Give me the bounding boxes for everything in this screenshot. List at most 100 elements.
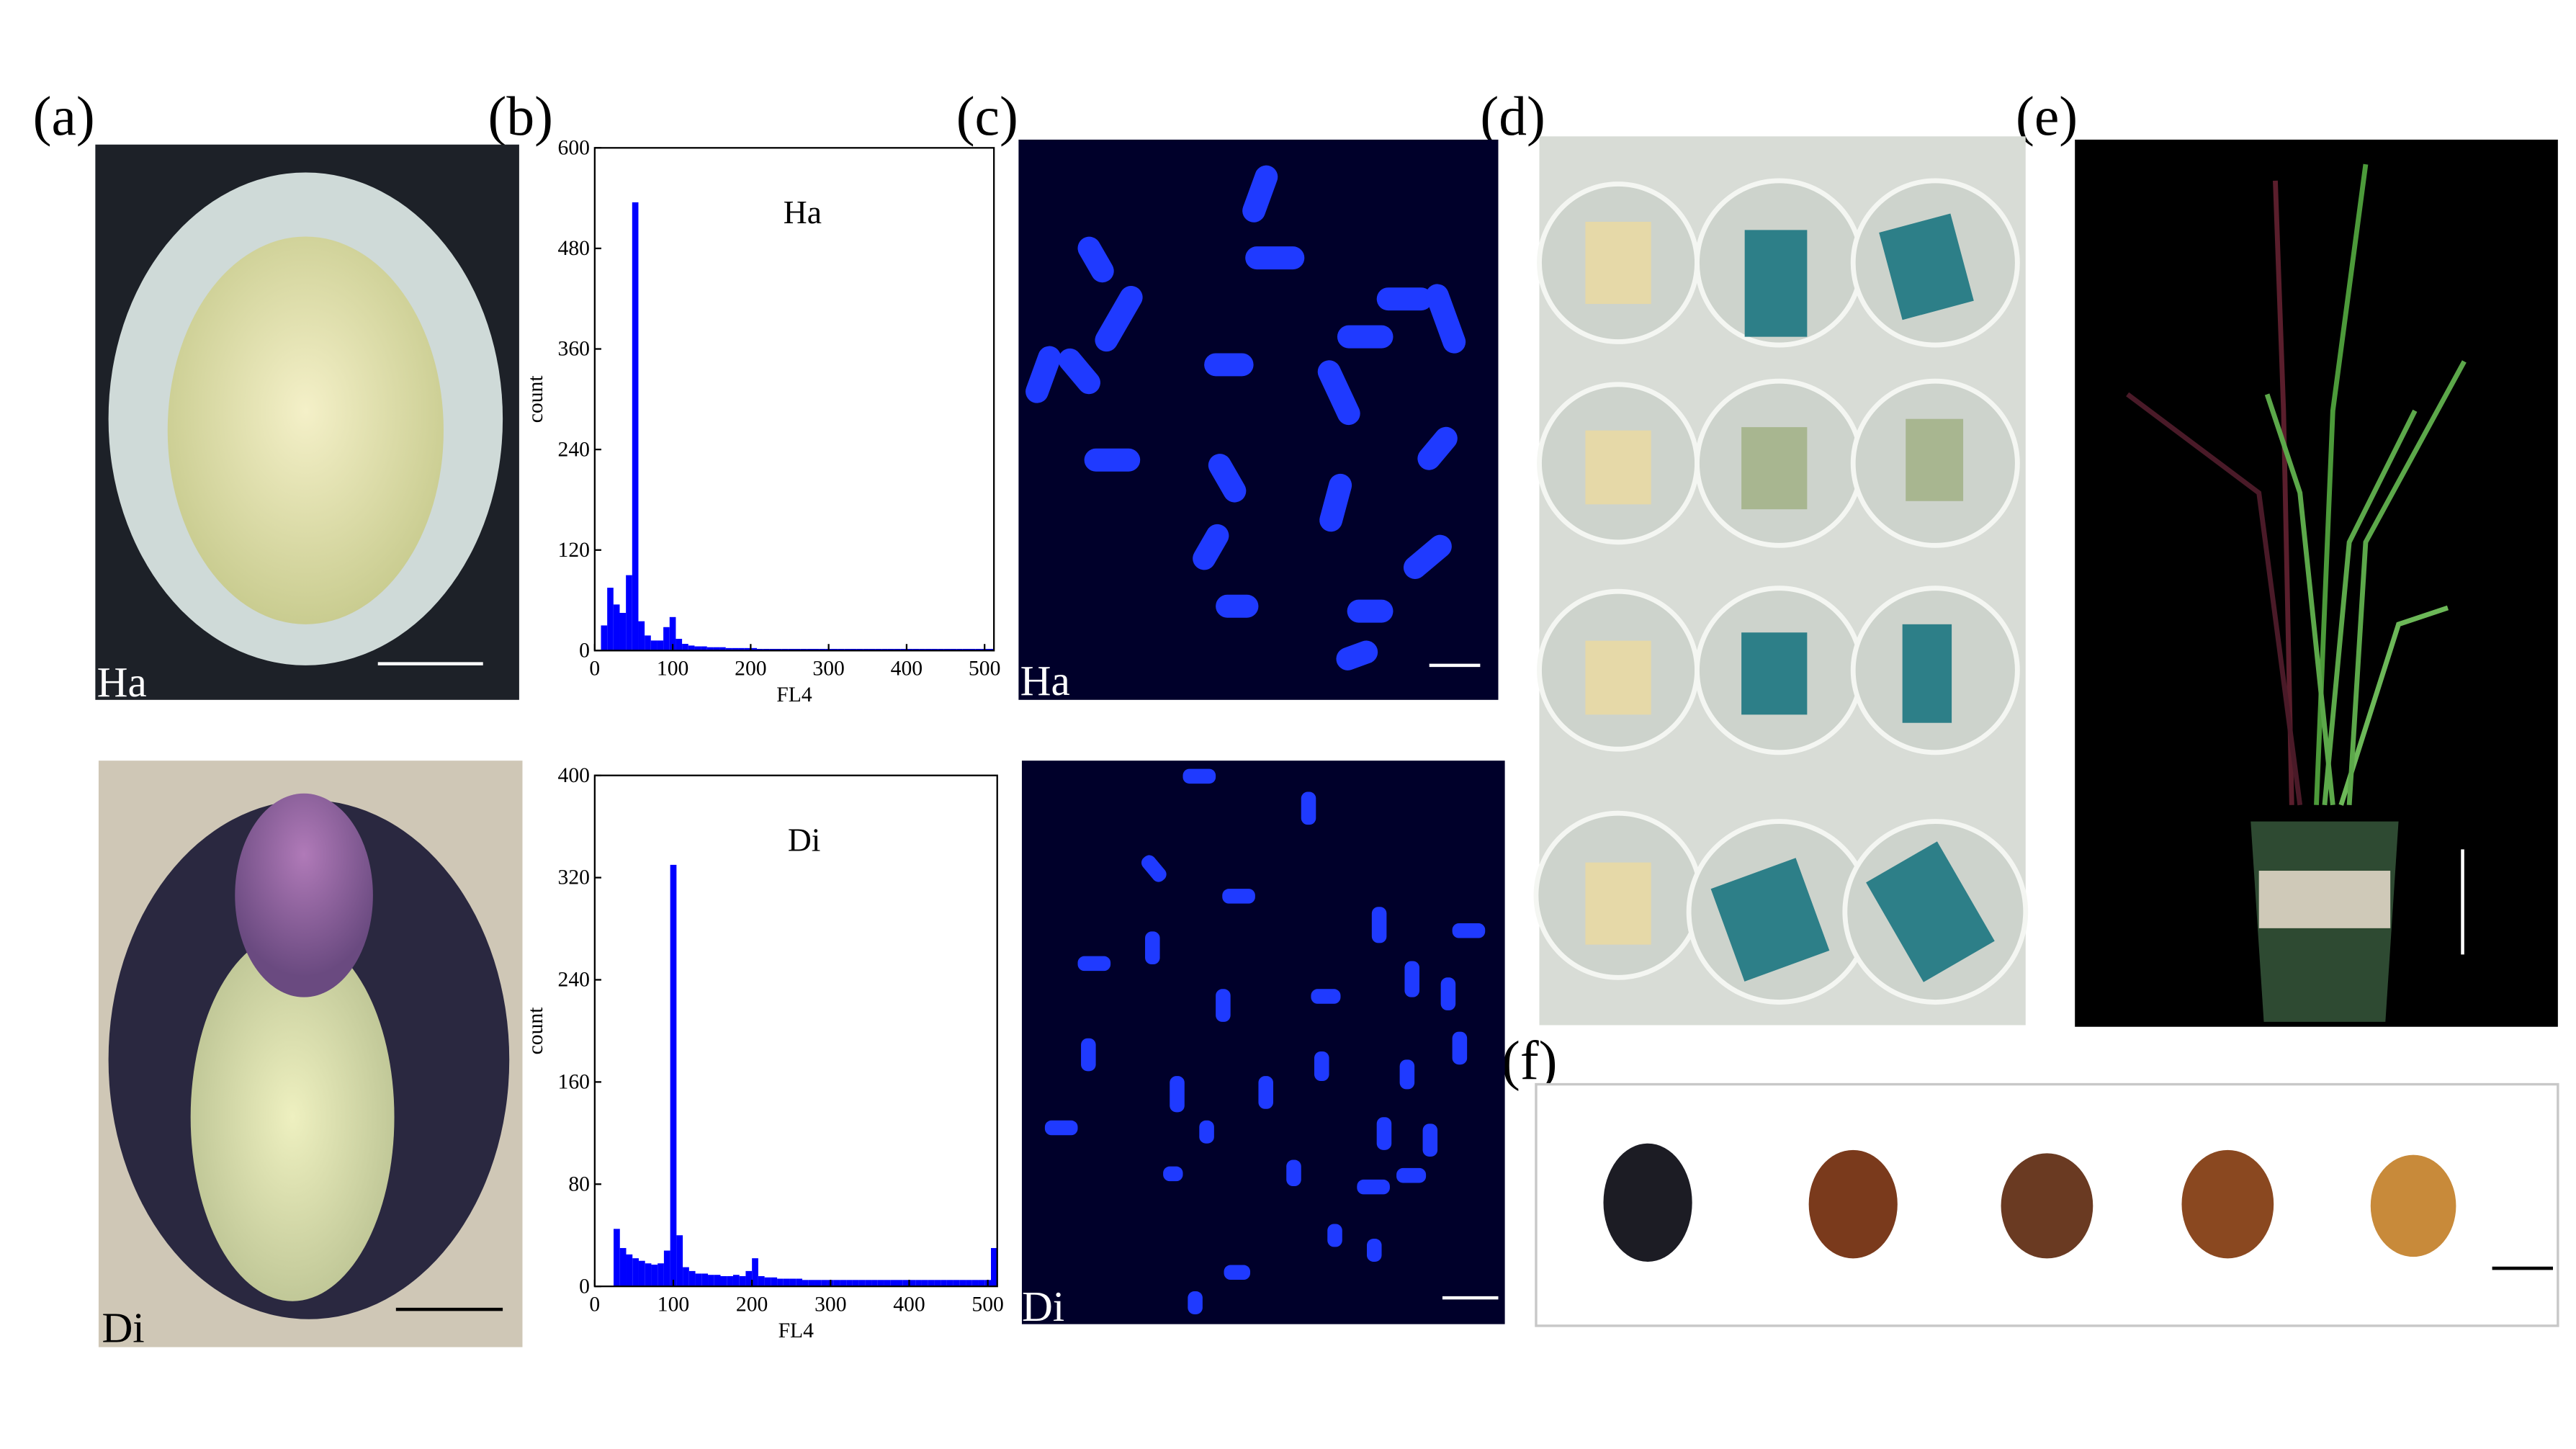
chromosome	[1301, 791, 1316, 825]
stem	[2314, 163, 2369, 805]
bar	[619, 612, 627, 651]
x-tick-label: 300	[812, 658, 844, 681]
leaf-piece	[1879, 213, 1974, 320]
leaf-piece	[1585, 862, 1651, 945]
x-tick-label: 400	[893, 1293, 925, 1316]
y-tick-label: 240	[558, 438, 590, 461]
leaf-piece	[1906, 418, 1964, 501]
bar	[802, 1280, 809, 1287]
x-tick-label: 500	[969, 658, 1000, 681]
bar	[663, 627, 670, 651]
x-tick-label: 100	[658, 1293, 689, 1316]
chromosome	[1163, 1166, 1183, 1182]
chromosome	[1366, 1239, 1382, 1262]
bar	[619, 1247, 627, 1287]
bar	[844, 649, 851, 651]
bar	[971, 1280, 979, 1287]
seed	[2181, 1149, 2274, 1259]
panel-label: (a)	[33, 85, 95, 147]
chromosome	[1081, 1038, 1096, 1072]
chart-title: Di	[788, 822, 821, 858]
bar	[865, 1280, 872, 1287]
embryo	[190, 933, 395, 1301]
bar	[900, 649, 907, 651]
y-tick-label: 0	[579, 639, 590, 662]
bar	[752, 1258, 758, 1287]
bar	[783, 1278, 790, 1287]
bar	[651, 1265, 658, 1287]
bar	[713, 647, 720, 651]
y-tick-label: 320	[558, 866, 590, 889]
bar	[676, 1235, 683, 1287]
bar	[950, 649, 957, 651]
bar	[969, 649, 976, 651]
bar	[884, 1280, 891, 1287]
chromosome	[1222, 889, 1255, 904]
bar	[789, 1278, 796, 1287]
x-axis-label: FL4	[778, 1319, 814, 1342]
bar	[978, 1280, 985, 1287]
bar	[720, 1275, 727, 1287]
bar	[902, 1280, 910, 1287]
chromosome	[1182, 768, 1216, 784]
bar	[863, 649, 869, 651]
chromosome	[1044, 1120, 1078, 1136]
y-tick-label: 360	[558, 338, 590, 361]
bar	[744, 647, 751, 651]
chromosome	[1145, 931, 1160, 965]
bar	[881, 649, 888, 651]
chromosome	[1314, 1051, 1329, 1082]
leaf-piece	[1902, 624, 1952, 723]
leaf-piece	[1741, 632, 1808, 715]
bar	[819, 649, 826, 651]
bar	[676, 639, 683, 651]
bar	[840, 1280, 847, 1287]
chromosome	[1440, 977, 1456, 1010]
bar	[941, 1280, 947, 1287]
bar	[975, 649, 982, 651]
chromosome	[1095, 285, 1143, 352]
bar	[925, 649, 932, 651]
photo	[1021, 761, 1505, 1324]
bar	[732, 1275, 740, 1287]
photo	[1018, 139, 1499, 700]
chromosome	[1208, 454, 1247, 503]
bar	[807, 649, 813, 651]
bar	[739, 1275, 746, 1287]
bar	[890, 1280, 897, 1287]
x-tick-label: 300	[814, 1293, 846, 1316]
chromosome	[1084, 448, 1141, 472]
bar	[663, 1250, 670, 1287]
bar	[812, 649, 820, 651]
histogram: 0 120 240 360 480 600 0 100 200 300 400 500 Ha FL4 cou…	[524, 136, 1001, 706]
bar	[990, 1247, 997, 1287]
chromosome	[1058, 348, 1100, 395]
bar	[695, 1273, 702, 1287]
bar	[658, 1263, 664, 1287]
bar	[758, 1275, 765, 1287]
bar	[906, 649, 913, 651]
chromosome	[1347, 599, 1394, 623]
bar	[745, 1270, 753, 1287]
bar	[781, 649, 789, 651]
leaf	[2126, 392, 2303, 806]
chromosome	[1371, 907, 1387, 943]
bar	[669, 616, 676, 651]
bar	[946, 1280, 953, 1287]
bar	[796, 1278, 803, 1287]
bar	[638, 621, 645, 651]
bar	[943, 649, 951, 651]
chromosome	[1216, 989, 1231, 1022]
chromosome	[1077, 956, 1111, 972]
bar	[632, 202, 639, 651]
bar	[869, 649, 876, 651]
bar	[688, 1270, 696, 1287]
bar	[897, 1280, 903, 1287]
image-label: Ha	[97, 658, 147, 706]
bar	[928, 1280, 935, 1287]
chromosome	[1245, 246, 1305, 270]
seed	[1603, 1143, 1692, 1262]
x-tick-label: 0	[589, 658, 600, 681]
y-tick-label: 0	[579, 1275, 590, 1298]
histograms: 0 120 240 360 480 600 0 100 200 300 400 500 Ha FL4 cou…	[524, 136, 1004, 1342]
